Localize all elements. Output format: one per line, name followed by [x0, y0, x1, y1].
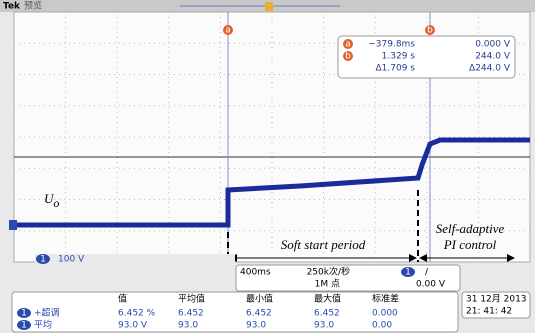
adaptive-label-1: Self-adaptive	[436, 221, 505, 236]
meas-header: 最小值	[246, 293, 273, 305]
trig-channel: 1	[405, 268, 411, 278]
readout-volt: 0.000 V	[475, 40, 511, 50]
meas-cell: 93.0 V	[118, 321, 148, 331]
ch-scale: 100 V	[58, 255, 85, 265]
readout-time: −379.8ms	[368, 40, 415, 50]
meas-channel: 1	[21, 321, 27, 331]
meas-cell: 93.0	[314, 321, 334, 331]
meas-cell: 93.0	[178, 321, 198, 331]
meas-name: +超调	[34, 307, 60, 319]
meas-cell: 0.000	[372, 309, 398, 319]
meas-cell: 6.452	[246, 309, 272, 319]
meas-cell: 0.00	[372, 321, 392, 331]
soft-label: Soft start period	[281, 237, 366, 252]
meas-name: 平均	[34, 319, 52, 331]
readout-volt: Δ244.0 V	[469, 64, 511, 74]
readout-key: b	[345, 52, 351, 62]
cursor-a-label: a	[225, 26, 231, 36]
meas-header: 标准差	[372, 293, 399, 305]
trig-level: 0.00 V	[416, 280, 446, 290]
readout-volt: 244.0 V	[475, 52, 511, 62]
rate: 250k次/秒	[307, 266, 350, 278]
meas-cell: 93.0	[246, 321, 266, 331]
timebase: 400ms	[240, 268, 271, 278]
adaptive-label-2: PI control	[443, 237, 497, 252]
readout-time: Δ1.709 s	[376, 64, 416, 74]
meas-cell: 6.452	[314, 309, 340, 319]
points: 1M 点	[315, 279, 340, 290]
meas-header: 值	[118, 293, 127, 305]
brand: Tek	[3, 2, 21, 12]
scope-screen: Tek 预览 a b a −379.8ms 0.000 V b 1.329 s 244.0…	[0, 0, 535, 333]
meas-header: 最大值	[314, 293, 341, 305]
ch-marker	[9, 220, 17, 230]
meas-header: 平均值	[178, 293, 205, 305]
ch-number: 1	[40, 255, 46, 265]
cursor-b-label: b	[427, 26, 433, 36]
time: 21: 41: 42	[466, 307, 512, 317]
meas-channel: 1	[21, 309, 27, 319]
mode: 预览	[24, 0, 42, 12]
readout-time: 1.329 s	[382, 52, 416, 62]
readout-key: a	[345, 40, 351, 50]
trigger-pos	[265, 2, 273, 11]
meas-cell: 6.452 %	[118, 309, 156, 319]
meas-cell: 6.452	[178, 309, 204, 319]
date: 31 12月 2013	[466, 294, 527, 305]
